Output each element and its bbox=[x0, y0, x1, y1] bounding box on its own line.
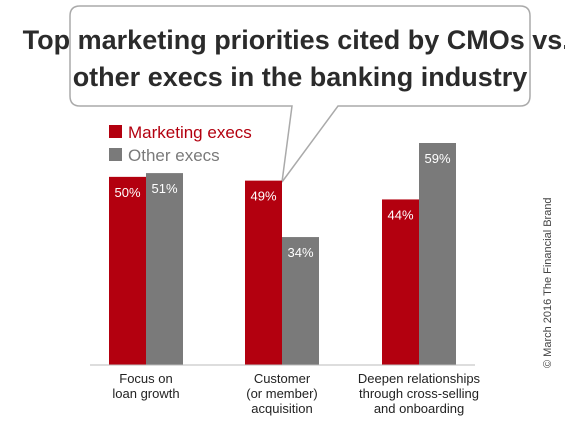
title-callout-bubble bbox=[69, 5, 531, 183]
bar-marketing-execs-1 bbox=[109, 176, 146, 365]
category-label-3-line-1: Deepen relationships bbox=[358, 371, 481, 386]
legend-swatch-other-execs bbox=[109, 148, 122, 161]
category-label-3: Deepen relationships through cross-sellin… bbox=[358, 371, 481, 416]
data-label-other-execs-2: 34% bbox=[287, 245, 313, 260]
category-label-2: Customer (or member) acquisition bbox=[246, 371, 318, 416]
chart-title-line-1: Top marketing priorities cited by CMOs v… bbox=[23, 25, 565, 55]
legend-label-other-execs: Other execs bbox=[128, 146, 220, 165]
data-label-marketing-execs-1: 50% bbox=[114, 185, 140, 200]
chart-title: Top marketing priorities cited by CMOs v… bbox=[23, 25, 565, 92]
category-labels: Focus on loan growth Customer (or member) ac… bbox=[112, 371, 480, 416]
category-label-2-line-1: Customer bbox=[254, 371, 311, 386]
category-label-3-line-2: through cross-selling bbox=[359, 386, 479, 401]
data-label-other-execs-1: 51% bbox=[151, 181, 177, 196]
category-label-2-line-3: acquisition bbox=[251, 401, 312, 416]
bar-other-execs-2 bbox=[282, 237, 319, 365]
legend: Marketing execs Other execs bbox=[109, 123, 252, 165]
bar-other-execs-1 bbox=[146, 173, 183, 365]
plot-area: 50% 51% 49% 34% 44% 59% bbox=[109, 143, 456, 365]
data-label-other-execs-3: 59% bbox=[424, 151, 450, 166]
category-label-3-line-3: and onboarding bbox=[374, 401, 464, 416]
bar-other-execs-3 bbox=[419, 143, 456, 365]
bar-marketing-execs-3 bbox=[382, 199, 419, 365]
category-label-1-line-2: loan growth bbox=[112, 386, 179, 401]
data-label-marketing-execs-2: 49% bbox=[250, 189, 276, 204]
legend-label-marketing-execs: Marketing execs bbox=[128, 123, 252, 142]
category-label-1: Focus on loan growth bbox=[112, 371, 179, 401]
legend-swatch-marketing-execs bbox=[109, 125, 122, 138]
category-label-1-line-1: Focus on bbox=[119, 371, 172, 386]
data-label-marketing-execs-3: 44% bbox=[387, 207, 413, 222]
bar-marketing-execs-2 bbox=[245, 180, 282, 365]
category-label-2-line-2: (or member) bbox=[246, 386, 318, 401]
chart-title-line-2: other execs in the banking industry bbox=[73, 62, 528, 92]
copyright-text: © March 2016 The Financial Brand bbox=[542, 197, 554, 368]
